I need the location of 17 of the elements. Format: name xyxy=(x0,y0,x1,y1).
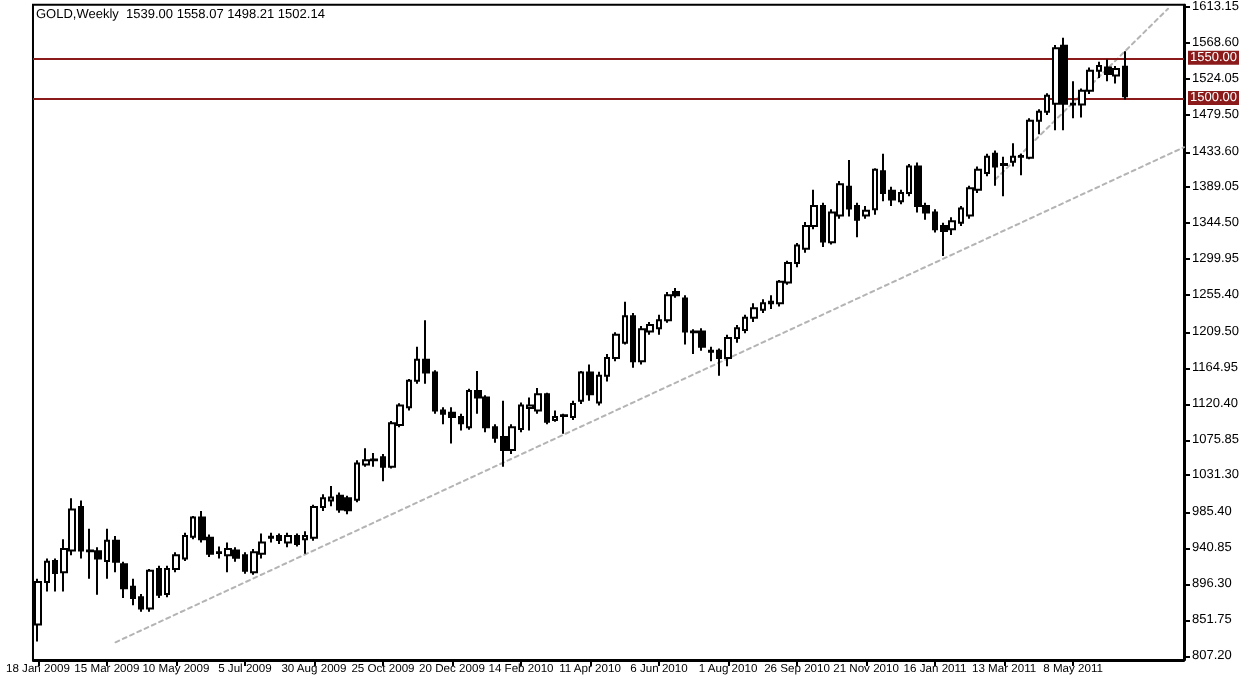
candlestick xyxy=(698,327,706,352)
candlestick xyxy=(500,399,508,468)
candlestick xyxy=(526,396,534,432)
candlestick xyxy=(448,406,456,445)
candlestick xyxy=(586,363,594,402)
candlestick xyxy=(914,161,922,214)
candlestick xyxy=(284,531,292,549)
candlestick xyxy=(1060,36,1068,132)
candlestick xyxy=(1052,43,1060,132)
candlestick xyxy=(1010,142,1016,168)
candlestick xyxy=(724,333,732,368)
candlestick xyxy=(268,531,274,544)
candlestick xyxy=(1104,58,1112,83)
candlestick xyxy=(1000,155,1008,198)
candlestick xyxy=(336,491,344,514)
candlestick xyxy=(146,568,154,613)
candlestick xyxy=(224,541,232,574)
